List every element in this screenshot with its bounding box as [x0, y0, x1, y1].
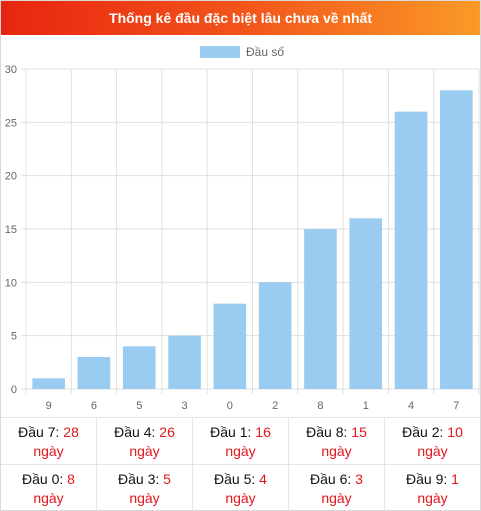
- stat-label: Đầu 4:: [114, 424, 156, 440]
- bar-4: [394, 111, 428, 390]
- stat-unit: ngày: [417, 443, 448, 459]
- stat-unit: ngày: [225, 490, 256, 506]
- stat-value: 8: [67, 471, 75, 487]
- stat-value: 3: [355, 471, 363, 487]
- bar-2: [258, 282, 292, 389]
- y-tick-label: 25: [5, 117, 17, 129]
- stat-cell: Đầu 5: 4 ngày: [193, 465, 289, 510]
- stat-label: Đầu 3:: [118, 471, 160, 487]
- stat-label: Đầu 8:: [306, 424, 348, 440]
- stat-cell: Đầu 9: 1 ngày: [385, 465, 480, 510]
- stat-value: 28: [63, 424, 79, 440]
- stats-row-2: Đầu 0: 8 ngày Đầu 3: 5 ngày Đầu 5: 4 ngày Đ…: [1, 464, 480, 510]
- stat-label: Đầu 6:: [310, 471, 352, 487]
- x-tick-label: 4: [408, 400, 414, 412]
- stat-label: Đầu 1:: [210, 424, 252, 440]
- stat-unit: ngày: [129, 490, 160, 506]
- stat-label: Đầu 5:: [214, 471, 256, 487]
- bar-9: [32, 378, 65, 389]
- legend-swatch: [200, 46, 240, 58]
- stat-cell: Đầu 1: 16 ngày: [193, 418, 289, 464]
- bar-7: [440, 90, 473, 390]
- bar-5: [122, 346, 156, 389]
- stat-value: 4: [259, 471, 267, 487]
- stat-cell: Đầu 4: 26 ngày: [97, 418, 193, 464]
- x-tick-label: 2: [272, 400, 278, 412]
- stat-value: 5: [163, 471, 171, 487]
- stat-unit: ngày: [321, 490, 352, 506]
- stat-value: 10: [447, 424, 463, 440]
- stat-cell: Đầu 3: 5 ngày: [97, 465, 193, 510]
- x-tick-label: 7: [453, 400, 459, 412]
- y-tick-label: 30: [5, 64, 17, 76]
- x-tick-label: 1: [363, 400, 369, 412]
- legend-label: Đầu số: [246, 45, 284, 59]
- y-tick-label: 20: [5, 171, 17, 183]
- y-tick-label: 15: [5, 224, 17, 236]
- stat-unit: ngày: [33, 490, 64, 506]
- card-title: Thống kê đầu đặc biệt lâu chưa về nhất: [109, 10, 372, 26]
- stat-unit: ngày: [225, 443, 256, 459]
- stat-value: 16: [255, 424, 271, 440]
- stat-unit: ngày: [417, 490, 448, 506]
- stat-unit: ngày: [129, 443, 160, 459]
- bar-0: [213, 303, 247, 389]
- stat-cell: Đầu 0: 8 ngày: [1, 465, 97, 510]
- stat-value: 26: [159, 424, 175, 440]
- stat-unit: ngày: [321, 443, 352, 459]
- stat-cell: Đầu 8: 15 ngày: [289, 418, 385, 464]
- chart-container: 0 5 10 15 20 25 30 9 6 5 3 0 2 8 1 4 7 Đầu số: [1, 35, 480, 417]
- stat-cell: Đầu 2: 10 ngày: [385, 418, 480, 464]
- stat-value: 15: [351, 424, 367, 440]
- bar-3: [168, 335, 201, 389]
- x-tick-label: 6: [91, 400, 97, 412]
- y-tick-label: 5: [11, 331, 17, 343]
- bar-6: [77, 357, 111, 389]
- stat-value: 1: [451, 471, 459, 487]
- stats-table: Đầu 7: 28 ngày Đầu 4: 26 ngày Đầu 1: 16 ngà…: [1, 417, 480, 510]
- y-tick-label: 10: [5, 277, 17, 289]
- stat-cell: Đầu 7: 28 ngày: [1, 418, 97, 464]
- x-tick-label: 9: [46, 400, 52, 412]
- stat-cell: Đầu 6: 3 ngày: [289, 465, 385, 510]
- stat-label: Đầu 7:: [18, 424, 60, 440]
- x-tick-label: 8: [317, 400, 323, 412]
- bar-8: [304, 229, 337, 389]
- card-header: Thống kê đầu đặc biệt lâu chưa về nhất: [1, 1, 480, 35]
- stat-unit: ngày: [33, 443, 64, 459]
- stat-label: Đầu 0:: [22, 471, 64, 487]
- x-tick-label: 5: [136, 400, 142, 412]
- stats-row-1: Đầu 7: 28 ngày Đầu 4: 26 ngày Đầu 1: 16 ngà…: [1, 417, 480, 464]
- x-tick-label: 3: [181, 400, 187, 412]
- bar-1: [349, 218, 383, 389]
- stat-label: Đầu 2:: [402, 424, 444, 440]
- stat-label: Đầu 9:: [406, 471, 448, 487]
- x-tick-label: 0: [227, 400, 233, 412]
- y-tick-label: 0: [11, 384, 17, 396]
